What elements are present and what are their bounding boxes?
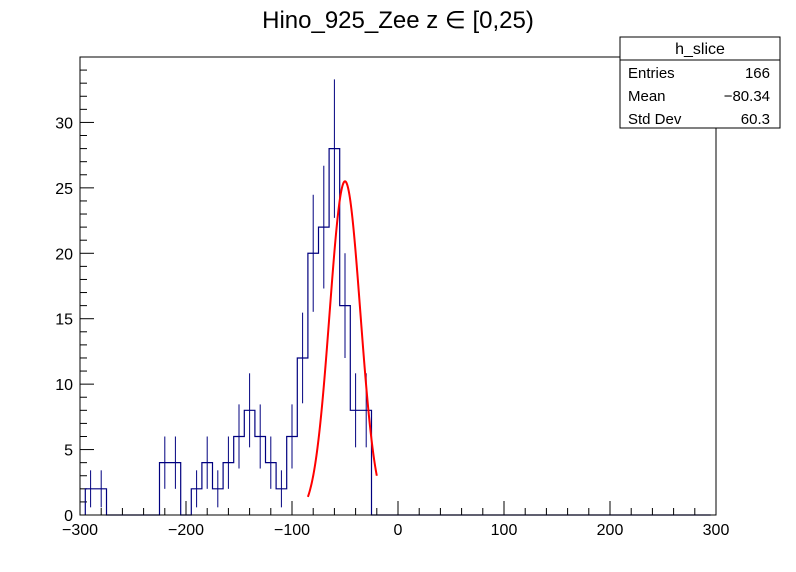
x-tick-label: 200	[597, 522, 624, 539]
y-tick-label: 5	[64, 443, 73, 460]
stats-entries-label: Entries	[628, 65, 675, 82]
chart-title: Hino_925_Zee z ∈ [0,25)	[262, 7, 534, 34]
x-tick-label: −300	[62, 522, 98, 539]
fit-curve-group	[306, 180, 378, 498]
y-tick-label: 30	[55, 115, 73, 132]
plot-frame	[79, 56, 717, 516]
stats-stddev-label: Std Dev	[628, 111, 682, 128]
x-tick-label: −200	[168, 522, 204, 539]
tick-labels: −300 −200 −100 0 100 200 300 0 5 10 15 20 25 30	[55, 115, 729, 539]
error-bars	[90, 79, 367, 508]
stats-stddev-value: 60.3	[741, 111, 770, 128]
stats-entries-value: 166	[745, 65, 770, 82]
stats-box: h_slice Entries 166 Mean −80.34 Std Dev …	[619, 36, 781, 129]
stats-mean-label: Mean	[628, 88, 666, 105]
stats-box-title: h_slice	[675, 41, 725, 58]
stats-box-frame	[619, 36, 781, 129]
y-tick-label: 10	[55, 377, 73, 394]
x-tick-label: −100	[274, 522, 310, 539]
gaussian-fit-curve	[306, 180, 378, 498]
x-tick-label: 300	[703, 522, 730, 539]
x-tick-label: 0	[394, 522, 403, 539]
y-tick-label: 25	[55, 181, 73, 198]
y-tick-label: 15	[55, 312, 73, 329]
x-tick-label: 100	[491, 522, 518, 539]
axis-ticks	[79, 56, 717, 516]
stats-mean-value: −80.34	[724, 88, 770, 105]
y-tick-label: 20	[55, 246, 73, 263]
y-tick-label: 0	[64, 508, 73, 525]
